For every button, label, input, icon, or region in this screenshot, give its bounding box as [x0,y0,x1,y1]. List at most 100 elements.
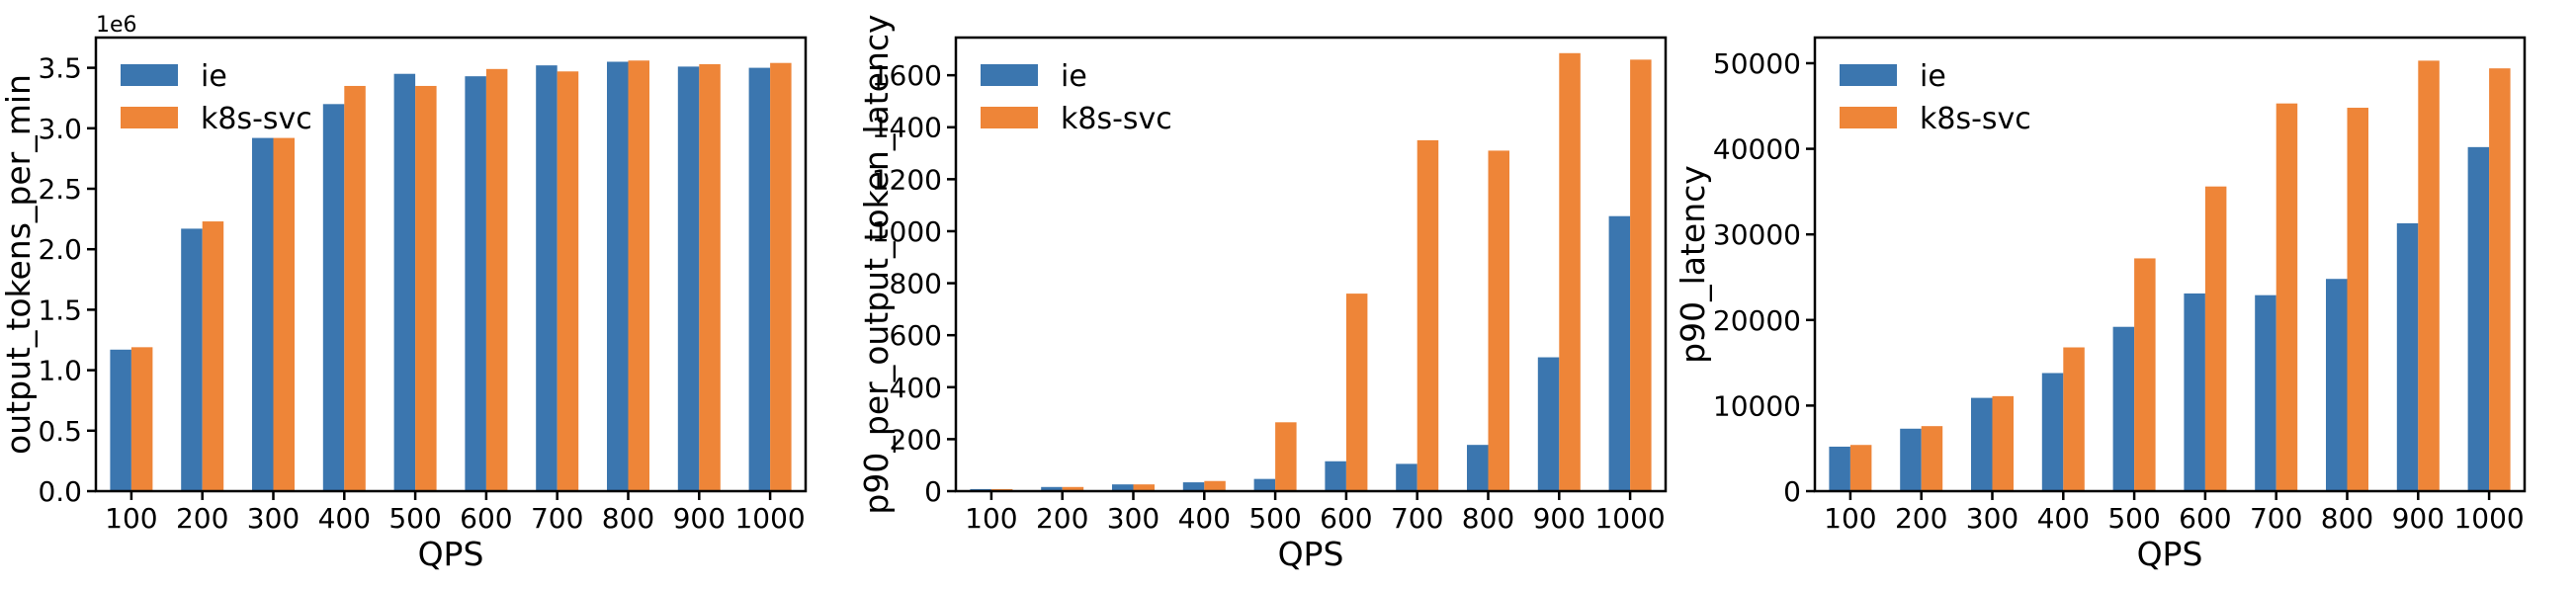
bar-ie-qps-200 [1900,428,1922,491]
bar-k8s-svc-qps-800 [628,60,649,491]
bar-k8s-svc-qps-900 [699,63,721,492]
x-tick-label: 300 [1107,502,1159,535]
legend-swatch-k8s-svc [121,107,178,128]
x-tick-label: 1000 [2453,502,2524,535]
bar-ie-qps-600 [465,76,486,492]
bar-ie-qps-200 [181,228,203,491]
bar-ie-qps-600 [2184,293,2205,491]
bar-ie-qps-400 [1182,482,1205,491]
bar-ie-qps-300 [1112,484,1134,491]
x-tick-label: 700 [2250,502,2302,535]
x-tick-label: 700 [1391,502,1443,535]
y-tick-label: 1200 [872,163,942,196]
legend-swatch-ie [981,64,1038,86]
y-tick-label: 1000 [872,215,942,248]
legend-label-k8s-svc: k8s-svc [201,102,312,136]
bar-k8s-svc-qps-1000 [2489,68,2511,492]
x-tick-label: 800 [602,502,654,535]
plot-frame [954,36,1668,493]
bar-k8s-svc-qps-600 [485,68,508,491]
y-axis-offset-text: 1e6 [96,13,137,38]
bar-k8s-svc-qps-400 [2063,347,2085,491]
bar-k8s-svc-qps-700 [557,71,579,492]
x-tick-label: 700 [531,502,583,535]
x-tick-label: 1000 [1594,502,1665,535]
chart-p90_per_output_token_latency: 0 200 400 600 800 1000 1200 1400 1600 100 200 300 40… [857,14,1668,573]
y-axis-label: p90_per_output_token_latency [857,14,896,514]
bar-k8s-svc-qps-200 [1921,426,1943,491]
bar-ie-qps-500 [2112,326,2135,491]
y-tick-label: 1600 [872,59,942,92]
y-tick-label: 20000 [1713,304,1801,337]
bar-k8s-svc-qps-400 [344,85,366,492]
x-tick-label: 200 [1895,502,1947,535]
bar-k8s-svc-qps-1000 [1630,59,1652,492]
bar-ie-qps-800 [607,61,629,491]
bar-ie-qps-800 [1467,445,1489,491]
bar-ie-qps-1000 [748,67,771,491]
bar-ie-qps-900 [677,66,700,491]
bar-ie-qps-700 [2255,294,2276,491]
x-tick-label: 400 [1178,502,1231,535]
bar-k8s-svc-qps-300 [1133,484,1155,491]
bar-k8s-svc-qps-600 [1345,294,1368,491]
legend-swatch-ie [121,64,178,86]
y-tick-label: 0 [1783,475,1801,508]
x-tick-label: 500 [1248,502,1301,535]
y-tick-label: 10000 [1713,389,1801,422]
bar-k8s-svc-qps-200 [202,221,224,492]
bar-ie-qps-100 [110,349,131,491]
chart-output_tokens_per_min: 0.0 0.5 1.0 1.5 2.0 2.5 3.0 3.5 100 200 300 400 500 6… [0,13,808,573]
y-tick-label: 30000 [1713,218,1801,251]
bar-k8s-svc-qps-800 [2347,108,2368,492]
legend-label-ie: ie [1920,59,1946,94]
bar-k8s-svc-qps-300 [273,137,295,491]
x-tick-label: 800 [2321,502,2373,535]
y-axis-label: p90_latency [1674,165,1712,364]
bar-k8s-svc-qps-100 [130,347,153,491]
bar-ie-qps-700 [536,65,558,492]
bar-ie-qps-700 [1396,463,1417,491]
x-tick-label: 300 [1966,502,2018,535]
y-tick-label: 800 [890,268,942,300]
plot-frame [94,36,808,493]
x-axis-label: QPS [1278,535,1344,573]
plot-frame [1813,36,2527,493]
x-tick-label: 500 [388,502,441,535]
x-tick-label: 600 [2179,502,2231,535]
bar-ie-qps-1000 [1608,215,1631,491]
x-tick-label: 500 [2107,502,2160,535]
chart-p90_latency: 0 10000 20000 30000 40000 50000 100 200 300 400 50… [1674,36,2527,573]
bar-k8s-svc-qps-400 [1204,480,1226,491]
bar-k8s-svc-qps-300 [1992,395,2014,491]
bar-ie-qps-200 [1041,486,1063,491]
x-tick-label: 800 [1462,502,1514,535]
x-tick-label: 900 [2392,502,2445,535]
bar-k8s-svc-qps-900 [1559,52,1581,491]
x-tick-label: 100 [1824,502,1876,535]
x-tick-label: 400 [318,502,371,535]
bar-ie-qps-100 [1829,446,1850,491]
bar-ie-qps-500 [1253,478,1276,491]
bar-ie-qps-900 [2396,222,2419,491]
bar-k8s-svc-qps-500 [2134,258,2156,491]
legend-swatch-k8s-svc [981,107,1038,128]
y-tick-label: 2.0 [38,233,82,266]
bar-ie-qps-600 [1325,461,1346,491]
legend-label-k8s-svc: k8s-svc [1920,102,2031,136]
y-tick-label: 3.0 [38,113,82,145]
legend-label-ie: ie [1061,59,1087,94]
x-tick-label: 900 [1533,502,1586,535]
bar-k8s-svc-qps-900 [2418,60,2440,491]
y-tick-label: 0.5 [38,415,82,448]
bar-ie-qps-1000 [2467,146,2490,491]
legend-swatch-ie [1840,64,1897,86]
bar-k8s-svc-qps-500 [415,85,437,492]
x-tick-label: 400 [2037,502,2090,535]
y-tick-label: 0.0 [38,475,82,508]
bar-k8s-svc-qps-800 [1488,150,1509,492]
bar-k8s-svc-qps-1000 [770,62,792,491]
y-tick-label: 0 [924,475,942,508]
y-tick-label: 400 [890,372,942,404]
